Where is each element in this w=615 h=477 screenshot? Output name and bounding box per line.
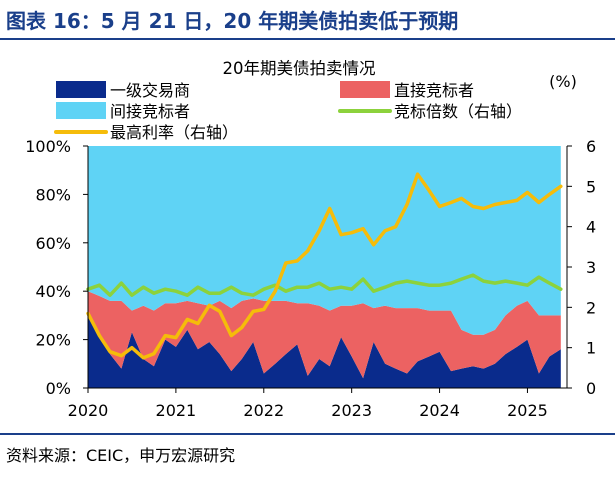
legend-swatch xyxy=(56,81,106,98)
legend-swatch xyxy=(340,81,390,98)
right-tick-label: 6 xyxy=(586,137,596,156)
left-tick-label: 100% xyxy=(25,137,71,156)
x-tick-label: 2025 xyxy=(507,401,548,420)
left-tick-label: 0% xyxy=(46,379,71,398)
source-note: 资料来源：CEIC，申万宏源研究 xyxy=(6,446,236,465)
legend-label: 间接竞标者 xyxy=(110,102,190,121)
plot-area xyxy=(86,146,563,388)
line-bid-to-cover xyxy=(86,273,563,297)
legend-label: 最高利率（右轴） xyxy=(110,123,238,142)
legend-label: 竞标倍数（右轴） xyxy=(394,102,522,121)
x-tick-label: 2021 xyxy=(156,401,197,420)
right-tick-label: 0 xyxy=(586,379,596,398)
legend-swatch xyxy=(56,102,106,119)
right-tick-label: 3 xyxy=(586,258,596,277)
figure-title: 图表 16：5 月 21 日，20 年期美债拍卖低于预期 xyxy=(6,9,459,33)
right-axis-unit: (%) xyxy=(549,72,577,91)
left-tick-label: 20% xyxy=(35,331,71,350)
right-tick-label: 2 xyxy=(586,298,596,317)
area-primary-dealers xyxy=(88,315,561,388)
legend-label: 一级交易商 xyxy=(110,81,190,100)
right-tick-label: 4 xyxy=(586,218,596,237)
header-rule xyxy=(0,38,615,40)
left-tick-label: 40% xyxy=(35,282,71,301)
footer-rule xyxy=(0,433,615,435)
x-tick-label: 2022 xyxy=(243,401,284,420)
right-tick-label: 1 xyxy=(586,339,596,358)
report-header: 图表 16：5 月 21 日，20 年期美债拍卖低于预期 xyxy=(0,0,615,40)
legend-label: 直接竞标者 xyxy=(394,81,474,100)
chart-title: 20年期美债拍卖情况 xyxy=(223,59,376,78)
area-indirect-bidders xyxy=(88,146,561,335)
left-tick-label: 80% xyxy=(35,185,71,204)
axes: 0% 20% 40% 60% 80% 100% 0 1 2 3 4 5 6 2020 2021 2022 202… xyxy=(25,137,596,420)
line-high-yield xyxy=(86,172,563,360)
x-tick-label: 2023 xyxy=(331,401,372,420)
left-tick-label: 60% xyxy=(35,234,71,253)
x-tick-label: 2020 xyxy=(68,401,109,420)
right-tick-label: 5 xyxy=(586,177,596,196)
x-tick-label: 2024 xyxy=(419,401,460,420)
